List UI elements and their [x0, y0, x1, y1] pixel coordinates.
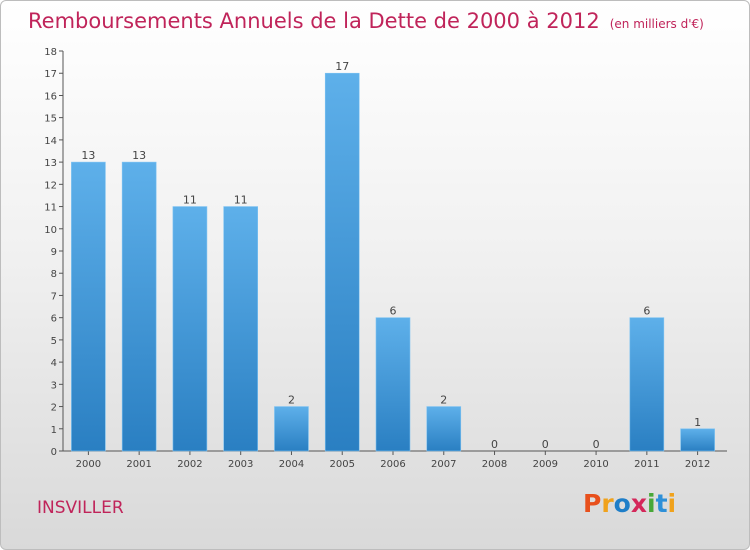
y-tick-label: 11	[44, 203, 57, 214]
data-label-2003: 11	[234, 194, 248, 207]
x-tick-label-2005: 2005	[330, 459, 355, 470]
bar-2002	[172, 206, 208, 452]
logo-letter: P	[583, 489, 602, 518]
data-label-2004: 2	[288, 394, 295, 407]
proxiti-logo: Proxiti	[583, 489, 676, 518]
data-label-2012: 1	[694, 416, 701, 429]
x-tick-label-2012: 2012	[685, 459, 710, 470]
y-tick-label: 2	[51, 403, 57, 414]
y-tick-label: 4	[51, 358, 57, 369]
data-label-2005: 17	[335, 60, 349, 73]
x-tick-label-2003: 2003	[228, 459, 253, 470]
x-tick-label-2002: 2002	[177, 459, 202, 470]
x-tick-label-2004: 2004	[279, 459, 304, 470]
x-tick-label-2007: 2007	[431, 459, 456, 470]
x-tick-label-2009: 2009	[533, 459, 558, 470]
logo-letter: o	[613, 489, 631, 518]
y-tick-label: 16	[44, 91, 57, 102]
y-tick-label: 7	[51, 291, 57, 302]
y-tick-label: 5	[51, 336, 57, 347]
x-tick-label-2010: 2010	[583, 459, 608, 470]
data-label-2006: 6	[390, 305, 397, 318]
logo-letter: x	[630, 489, 647, 518]
data-label-2008: 0	[491, 438, 498, 451]
y-tick-label: 17	[44, 69, 57, 80]
logo-letter: i	[667, 489, 677, 518]
data-label-2007: 2	[440, 394, 447, 407]
bar-2003	[223, 206, 258, 452]
x-tick-label-2011: 2011	[634, 459, 659, 470]
y-tick-label: 1	[51, 425, 57, 436]
bar-2001	[121, 161, 157, 452]
chart-title: Remboursements Annuels de la Dette de 20…	[28, 9, 704, 33]
bar-2011	[629, 317, 665, 452]
data-label-2010: 0	[593, 438, 600, 451]
y-tick-label: 10	[44, 225, 57, 236]
bar-2004	[274, 406, 309, 452]
y-tick-label: 3	[51, 380, 57, 391]
x-tick-label-2001: 2001	[126, 459, 151, 470]
y-tick-label: 14	[44, 136, 57, 147]
y-tick-label: 15	[44, 114, 57, 125]
logo-letter: t	[655, 489, 668, 518]
data-label-2009: 0	[542, 438, 549, 451]
chart-title-text: Remboursements Annuels de la Dette de 20…	[28, 9, 600, 33]
y-tick-label: 13	[44, 158, 57, 169]
y-tick-label: 9	[51, 247, 57, 258]
bar-2000	[71, 161, 106, 452]
data-label-2001: 13	[132, 149, 146, 162]
bars	[71, 72, 715, 452]
x-tick-label-2000: 2000	[76, 459, 101, 470]
bar-2005	[324, 72, 360, 452]
logo-letter: r	[601, 489, 614, 518]
bar-2007	[426, 406, 462, 452]
logo-letter: i	[647, 489, 656, 518]
bar-2006	[375, 317, 411, 452]
data-label-2002: 11	[183, 194, 197, 207]
y-tick-label: 0	[51, 447, 57, 458]
x-tick-label-2006: 2006	[380, 459, 405, 470]
data-labels: 13 13 11 11 2 17 6 2 0 0 0 6 1	[81, 60, 701, 451]
y-tick-label: 18	[44, 47, 57, 58]
commune-name: INSVILLER	[37, 498, 124, 518]
y-tick-label: 8	[51, 269, 57, 280]
x-axis: 2000 2001 2002 2003 2004 2005 2006 2007 2008 2009…	[63, 450, 727, 470]
x-tick-label-2008: 2008	[482, 459, 507, 470]
y-tick-label: 12	[44, 180, 57, 191]
bar-2012	[680, 428, 715, 452]
chart-unit-note: (en milliers d'€)	[609, 17, 704, 31]
data-label-2000: 13	[81, 149, 95, 162]
data-label-2011: 6	[643, 305, 650, 318]
y-tick-label: 6	[51, 314, 57, 325]
